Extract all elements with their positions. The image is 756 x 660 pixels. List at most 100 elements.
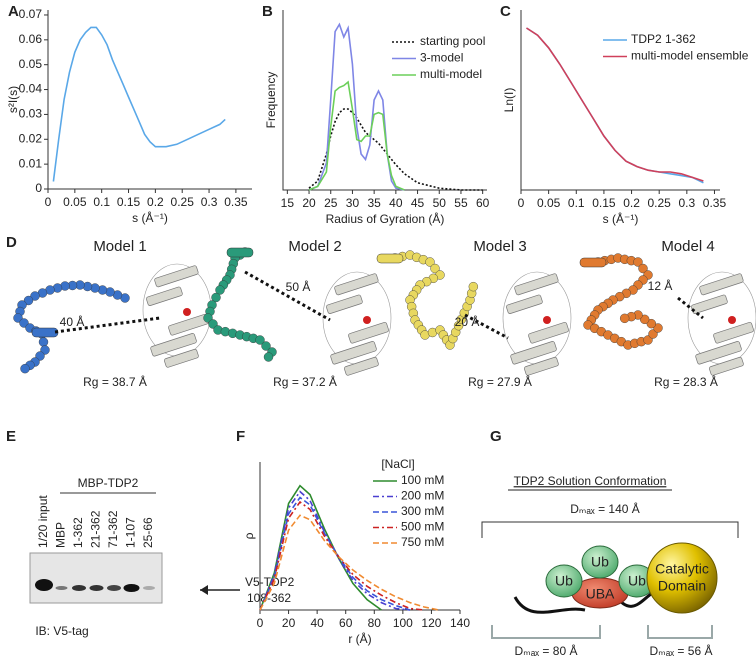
protein-strand [528,321,569,344]
residue [30,291,40,301]
model-title: Model 3 [473,238,526,255]
domain [545,564,583,598]
legend-label: starting pool [420,34,485,48]
protein-strand [699,273,744,296]
legend-label: multi-model [420,67,482,81]
target-label: V5-TDP2 [245,575,295,589]
models: Model 1 40 Å Rg = 38.7 Å Model 2 50 Å Rg = 37… [13,238,756,389]
x-tick-label: 60 [339,616,353,630]
distance-line [244,270,331,322]
rg-label: Rg = 38.7 Å [83,374,147,389]
bracket [481,521,739,538]
distance-label: 40 Å [60,314,85,329]
model-title: Model 2 [288,238,341,255]
residue [646,318,657,329]
domain-label: Domain [658,578,706,594]
lane-label: 1-362 [71,517,85,548]
helix [376,253,404,264]
band [35,579,53,591]
residue [23,295,34,306]
x-tick-label: 50 [433,196,447,210]
x-tick-label: 100 [393,616,413,630]
diagram: TDP2 Solution Conformation Dₘₐₓ = 140 Å … [481,474,739,658]
series-line [259,490,411,611]
x-axis-label: r (Å) [348,631,371,646]
legend-label: 100 mM [401,473,444,487]
x-tick-label: 140 [450,616,470,630]
band [107,585,121,591]
lane-label: 1/20 input [36,495,50,548]
residue [20,363,30,374]
y-axis-label: Ln(I) [502,88,516,113]
protein-strand [514,273,559,296]
dmax-label: Dₘₐₓ = 140 Å [570,501,640,516]
x-tick-label: 0.2 [623,196,640,210]
x-axis-label: s (Å⁻¹) [603,211,639,226]
lane-label: 71-362 [106,510,120,548]
group-label: MBP-TDP2 [78,476,139,490]
y-tick-label: 0.03 [19,107,43,121]
catalytic-domain [646,542,718,614]
x-tick-label: 0.3 [678,196,695,210]
protein-strand [326,294,363,314]
series-line [308,80,405,191]
protein-strand [344,356,379,376]
antibody-label: IB: V5-tag [35,624,88,638]
helix [31,327,59,338]
model-title: Model 1 [93,238,146,255]
legend-label: 3-model [420,51,463,65]
panel-letter: G [490,428,502,445]
lane-label: 25-66 [141,517,155,548]
arrow-head [200,585,208,595]
residue [38,337,49,347]
rg-label: Rg = 28.3 Å [654,374,718,389]
x-tick-label: 0.15 [117,195,141,209]
panel-letter: F [236,428,245,445]
residue [261,341,271,351]
bands [35,579,155,592]
series-line [526,27,704,182]
active-site [363,316,371,324]
legend-label: multi-model ensemble [631,49,749,63]
domain-label: UBA [586,586,615,602]
band [123,584,140,592]
x-tick-label: 30 [346,196,360,210]
panel-letter: B [262,3,273,20]
protein-strand [506,294,543,314]
x-tick-label: 0.35 [703,196,727,210]
residue [653,323,663,333]
band [72,585,86,591]
x-tick-label: 80 [368,616,382,630]
band [55,586,68,590]
x-tick-label: 20 [302,196,316,210]
residue [639,314,650,325]
y-axis-label: Frequency [264,72,278,129]
y-tick-label: 0.06 [19,32,43,46]
domain-label: Ub [555,573,573,589]
axis [47,10,252,190]
y-axis-label: s²I(s) [6,86,20,113]
legend-label: 500 mM [401,520,444,534]
x-tick-label: 15 [281,196,295,210]
residue [633,257,643,267]
dmax-label: Dₘₐₓ = 56 Å [650,643,713,658]
protein-strand [154,265,199,288]
residue [263,352,274,362]
x-tick-label: 120 [421,616,441,630]
residue [211,292,221,303]
protein-strand [150,333,197,357]
y-tick-label: 0.07 [19,7,43,21]
x-tick-label: 0.05 [63,195,87,209]
lane-label: 1-107 [124,517,138,548]
active-site [183,308,191,316]
residue [638,263,648,274]
domain-label: Catalytic [655,561,709,577]
series-line [259,500,425,611]
legend-label: TDP2 1-362 [631,32,696,46]
x-tick-label: 0.1 [568,196,585,210]
protein-strand [524,356,559,376]
residue [215,285,225,295]
x-tick-label: 40 [389,196,403,210]
protein-strand [713,321,754,344]
